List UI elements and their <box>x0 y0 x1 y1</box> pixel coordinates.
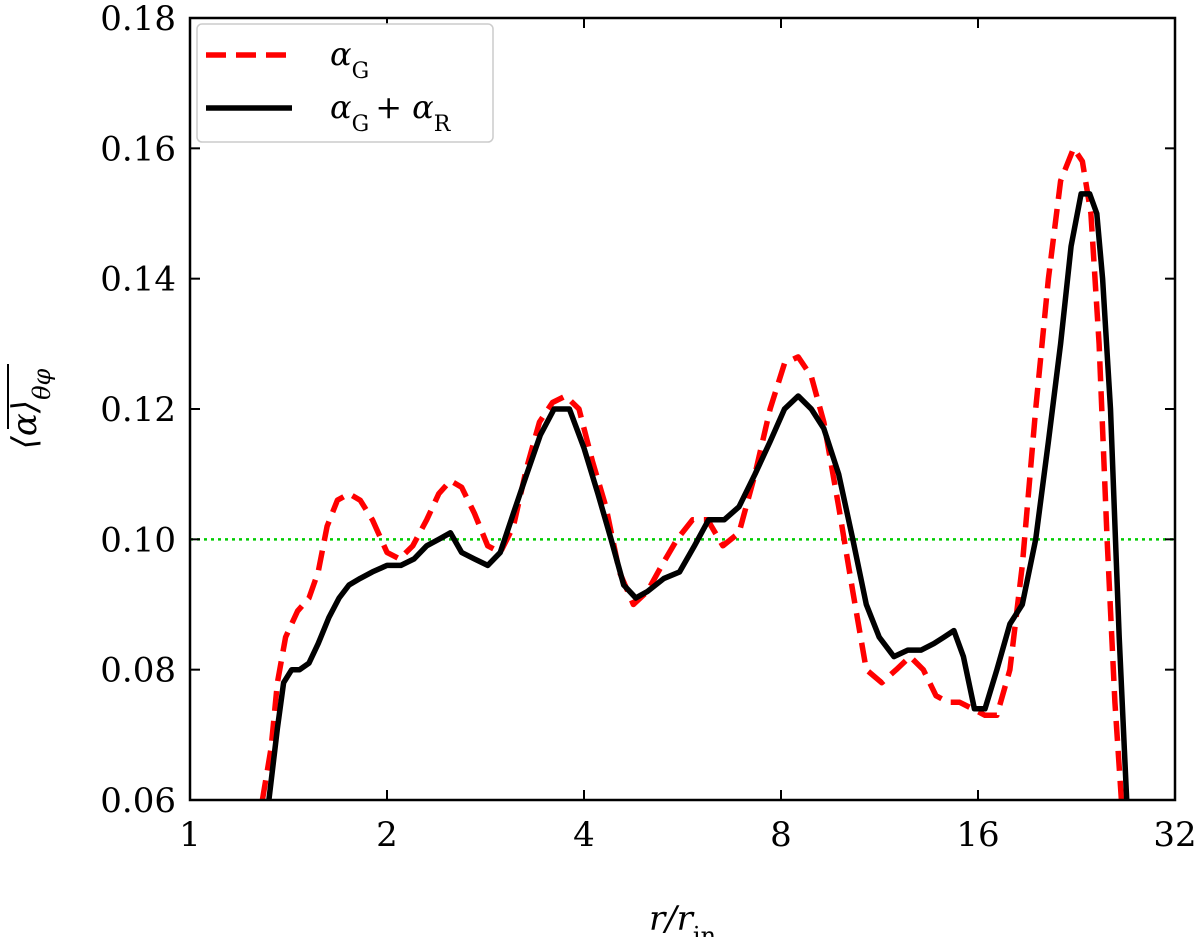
y-tick-label: 0.16 <box>100 129 176 169</box>
y-ticks: 0.06 0.08 0.10 0.12 0.14 0.16 0.18 <box>100 0 1175 821</box>
y-tick-label: 0.08 <box>100 651 176 691</box>
plot-frame <box>188 16 1177 802</box>
y-tick-label: 0.06 <box>100 781 176 821</box>
x-tick-label: 2 <box>376 815 398 855</box>
y-tick-label: 0.14 <box>100 260 176 300</box>
series-line-1 <box>266 191 1130 800</box>
y-tick-label: 0.10 <box>100 520 176 560</box>
series-line-0 <box>259 145 1125 800</box>
y-tick-label: 0.18 <box>100 0 176 39</box>
x-tick-label: 32 <box>1153 815 1196 855</box>
y-axis-label: ⟨α⟩θφ <box>5 368 56 449</box>
y-tick-label: 0.12 <box>100 390 176 430</box>
x-ticks: 1 2 4 8 16 32 <box>179 18 1197 855</box>
x-tick-label: 16 <box>956 815 999 855</box>
x-tick-label: 4 <box>573 815 595 855</box>
series-layer <box>259 145 1130 800</box>
legend: αG αG + αR <box>196 23 494 143</box>
legend-label-alpha-g-plus-alpha-r: αG + αR <box>330 88 452 137</box>
legend-label-alpha-g: αG <box>330 35 369 84</box>
x-axis-label: r/rin <box>649 899 716 937</box>
x-tick-label: 1 <box>179 815 201 855</box>
x-tick-label: 8 <box>770 815 792 855</box>
